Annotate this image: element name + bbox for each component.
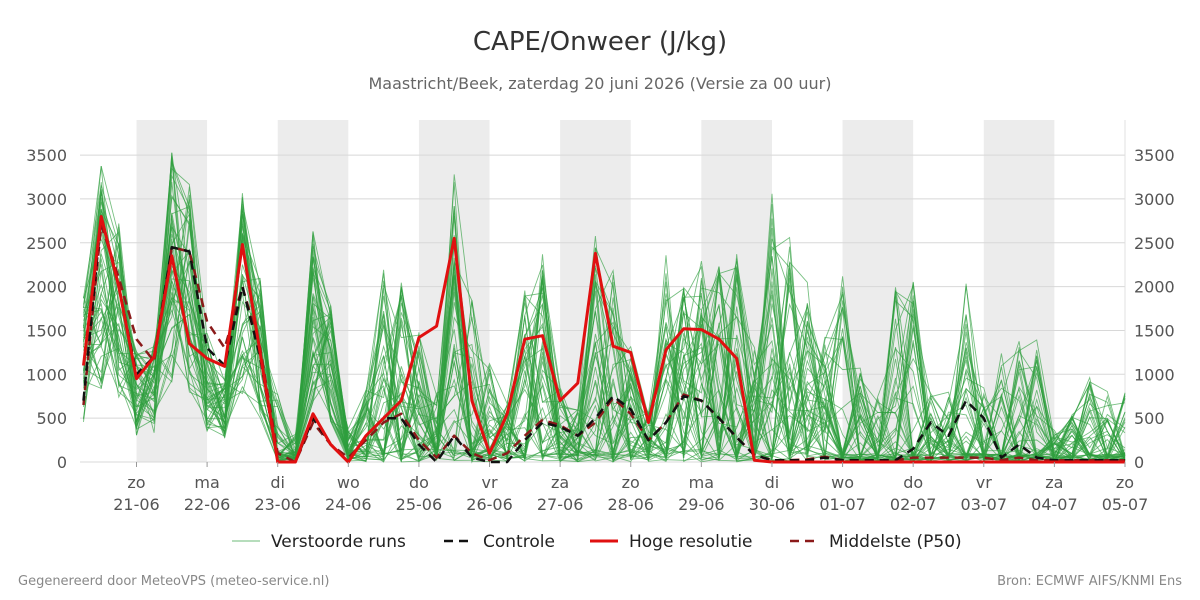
- ensemble-member-line: [83, 206, 1126, 463]
- legend-label: Hoge resolutie: [629, 532, 753, 552]
- y-tick-label-left: 3000: [26, 190, 67, 209]
- x-tick-date: 04-07: [1031, 495, 1078, 514]
- x-tick-day: vr: [976, 473, 992, 492]
- ensemble-member-line: [83, 194, 1126, 463]
- series-line-controle: [82, 215, 1125, 464]
- x-tick-date: 02-07: [890, 495, 937, 514]
- chart-subtitle: Maastricht/Beek, zaterdag 20 juni 2026 (…: [369, 74, 832, 93]
- y-axis-left: 0 500 1000 1500 2000 2500 3000 3500: [26, 146, 67, 472]
- x-tick-day: wo: [337, 473, 360, 492]
- x-tick-date: 21-06: [113, 495, 160, 514]
- y-tick-label-right: 3000: [1134, 190, 1175, 209]
- ensemble-member-line: [83, 197, 1126, 463]
- y-tick-label-left: 2500: [26, 234, 67, 253]
- footer-right: Bron: ECMWF AIFS/KNMI Ens: [997, 574, 1182, 589]
- legend-item: Middelste (P50): [790, 532, 962, 552]
- y-axis-right: 0 500 1000 1500 2000 2500 3000 3500: [1134, 146, 1175, 472]
- y-tick-label-right: 2000: [1134, 278, 1175, 297]
- y-tick-label-right: 1500: [1134, 321, 1175, 340]
- y-tick-label-right: 2500: [1134, 234, 1175, 253]
- x-tick-day: za: [1045, 473, 1063, 492]
- y-tick-label-right: 0: [1134, 453, 1144, 472]
- x-tick-date: 26-06: [466, 495, 513, 514]
- x-tick-day: di: [765, 473, 780, 492]
- x-axis: zo 21-06 ma 22-06 di 23-06 wo 24-06 do 25-06 vr 26-…: [113, 462, 1148, 514]
- ensemble-member-line: [83, 174, 1126, 463]
- y-tick-label-left: 0: [57, 453, 67, 472]
- x-tick-day: di: [270, 473, 285, 492]
- chart-title: CAPE/Onweer (J/kg): [473, 27, 727, 57]
- y-tick-label-right: 500: [1134, 409, 1165, 428]
- x-tick-day: zo: [127, 473, 145, 492]
- legend-item: Verstoorde runs: [232, 532, 406, 552]
- legend-label: Controle: [483, 532, 555, 552]
- main-series-lines: [82, 215, 1125, 464]
- x-tick-date: 03-07: [961, 495, 1008, 514]
- y-tick-label-right: 3500: [1134, 146, 1175, 165]
- legend-item: Hoge resolutie: [590, 532, 753, 552]
- y-tick-label-left: 2000: [26, 278, 67, 297]
- y-tick-label-left: 1500: [26, 321, 67, 340]
- x-tick-day: zo: [1116, 473, 1134, 492]
- x-tick-date: 01-07: [819, 495, 866, 514]
- x-tick-date: 22-06: [184, 495, 231, 514]
- legend: Verstoorde runs Controle Hoge resolutie Mid…: [232, 532, 962, 552]
- x-tick-date: 29-06: [678, 495, 725, 514]
- x-tick-date: 24-06: [325, 495, 372, 514]
- x-tick-day: za: [551, 473, 569, 492]
- ensemble-member-line: [83, 152, 1126, 463]
- ensemble-member-line: [83, 212, 1126, 462]
- x-tick-day: ma: [689, 473, 714, 492]
- x-tick-date: 25-06: [396, 495, 443, 514]
- x-tick-day: zo: [622, 473, 640, 492]
- x-tick-date: 05-07: [1102, 495, 1149, 514]
- ensemble-member-line: [83, 205, 1126, 462]
- legend-label: Verstoorde runs: [271, 532, 406, 552]
- ensemble-member-line: [83, 262, 1126, 463]
- y-tick-label-left: 3500: [26, 146, 67, 165]
- x-tick-date: 28-06: [607, 495, 654, 514]
- x-tick-day: ma: [194, 473, 219, 492]
- x-tick-date: 30-06: [749, 495, 796, 514]
- x-tick-date: 23-06: [254, 495, 301, 514]
- legend-label: Middelste (P50): [829, 532, 962, 552]
- x-tick-date: 27-06: [537, 495, 584, 514]
- x-tick-day: do: [903, 473, 923, 492]
- y-tick-label-right: 1000: [1134, 365, 1175, 384]
- legend-item: Controle: [444, 532, 555, 552]
- y-tick-label-left: 500: [36, 409, 67, 428]
- x-tick-day: do: [409, 473, 429, 492]
- x-tick-day: wo: [831, 473, 854, 492]
- ensemble-member-line: [83, 210, 1126, 463]
- footer-left: Gegenereerd door MeteoVPS (meteo-service…: [18, 574, 329, 589]
- y-tick-label-left: 1000: [26, 365, 67, 384]
- x-tick-day: vr: [482, 473, 498, 492]
- series-line-hoge-resolutie: [82, 215, 1125, 464]
- ensemble-member-line: [83, 156, 1126, 463]
